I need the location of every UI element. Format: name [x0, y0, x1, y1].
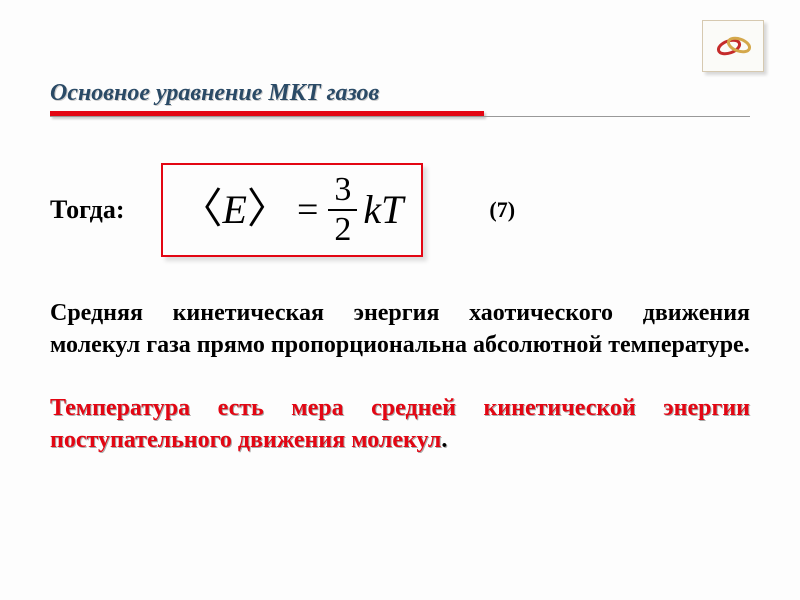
fraction-denominator: 2 [328, 211, 357, 247]
title-rule-thin [50, 116, 750, 117]
equation-var-E: E [223, 190, 247, 230]
equation-box: 〈 E 〉 = 3 2 kT [161, 163, 424, 257]
equation-rhs: kT [363, 190, 403, 230]
angle-close: 〉 [247, 189, 289, 231]
equals-sign: = [297, 191, 318, 229]
logo-box [702, 20, 764, 72]
interlocking-rings-icon [713, 31, 753, 61]
paragraph-conclusion-dot: . [441, 427, 447, 453]
angle-open: 〈 [181, 189, 223, 231]
fraction-numerator: 3 [328, 173, 357, 211]
prefix-label: Тогда: [50, 195, 125, 225]
slide: Основное уравнение МКТ газов Тогда: 〈 E … [0, 0, 800, 600]
equation-row: Тогда: 〈 E 〉 = 3 2 kT (7) [50, 163, 750, 257]
paragraph-conclusion-text: Температура есть мера средней кинетическ… [50, 395, 750, 453]
fraction: 3 2 [328, 173, 357, 247]
equation-number: (7) [489, 197, 515, 223]
slide-title: Основное уравнение МКТ газов [50, 80, 750, 107]
paragraph-main: Средняя кинетическая энергия хаотическог… [50, 297, 750, 362]
paragraph-conclusion: Температура есть мера средней кинетическ… [50, 392, 750, 457]
